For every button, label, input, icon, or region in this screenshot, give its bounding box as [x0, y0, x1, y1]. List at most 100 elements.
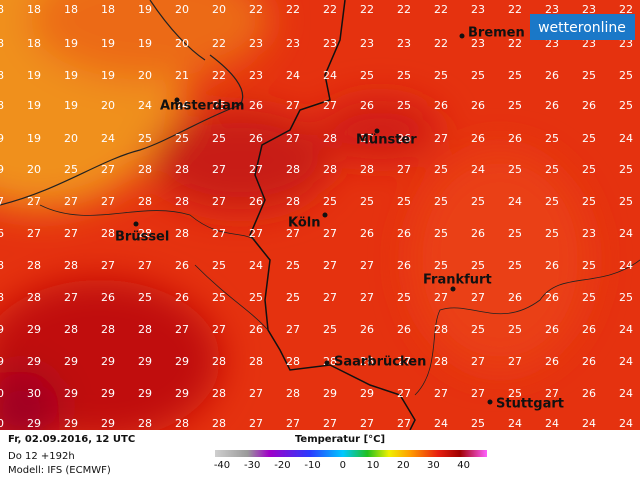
- grid-value: 19: [138, 3, 152, 16]
- grid-value: 29: [27, 355, 41, 368]
- grid-value: 26: [360, 227, 374, 240]
- grid-value: 29: [27, 417, 41, 430]
- grid-value: 28: [286, 163, 300, 176]
- grid-value: 18: [101, 3, 115, 16]
- grid-value: 24: [138, 99, 152, 112]
- grid-value: 28: [434, 323, 448, 336]
- grid-value: 26: [175, 259, 189, 272]
- grid-value: 25: [508, 69, 522, 82]
- grid-value: 26: [545, 355, 559, 368]
- grid-value: 22: [434, 37, 448, 50]
- grid-value: 25: [508, 387, 522, 400]
- grid-value: 27: [323, 291, 337, 304]
- grid-value: 28: [138, 323, 152, 336]
- grid-value: 26: [545, 99, 559, 112]
- grid-value: 25: [286, 291, 300, 304]
- grid-value: 27: [360, 259, 374, 272]
- grid-value: 23: [545, 37, 559, 50]
- grid-value: 25: [545, 195, 559, 208]
- grid-value: 23: [545, 3, 559, 16]
- grid-value: 28: [286, 195, 300, 208]
- grid-value: 27: [286, 99, 300, 112]
- grid-value: 29: [101, 355, 115, 368]
- grid-value: 27: [434, 132, 448, 145]
- grid-value: 27: [397, 163, 411, 176]
- grid-value: 27: [434, 291, 448, 304]
- grid-value: 24: [619, 417, 633, 430]
- grid-value: 25: [138, 132, 152, 145]
- city-name: Amsterdam: [160, 99, 244, 114]
- grid-value: 27: [64, 195, 78, 208]
- grid-value: 18: [27, 37, 41, 50]
- grid-value: 25: [212, 132, 226, 145]
- grid-value: 19: [64, 99, 78, 112]
- grid-value: 27: [286, 323, 300, 336]
- grid-value: 25: [175, 132, 189, 145]
- legend-title: Temperatur [°C]: [295, 434, 385, 445]
- grid-value: 26: [545, 323, 559, 336]
- grid-value: 22: [434, 3, 448, 16]
- grid-value: 29: [138, 355, 152, 368]
- grid-value: 20: [212, 3, 226, 16]
- grid-value: 25: [508, 227, 522, 240]
- legend-tick: 0: [340, 460, 346, 471]
- grid-value: 29: [64, 417, 78, 430]
- grid-value: 25: [138, 291, 152, 304]
- grid-value: 26: [471, 99, 485, 112]
- grid-value: 25: [397, 195, 411, 208]
- grid-value: 23: [323, 37, 337, 50]
- grid-value: 19: [101, 69, 115, 82]
- grid-value: 26: [101, 291, 115, 304]
- grid-value: 27: [138, 259, 152, 272]
- grid-value: 28: [138, 417, 152, 430]
- grid-value: 28: [101, 323, 115, 336]
- grid-value: 22: [323, 3, 337, 16]
- grid-value: 20: [64, 132, 78, 145]
- grid-value: 19: [0, 132, 4, 145]
- grid-value: 25: [619, 69, 633, 82]
- logo: wetteronline: [538, 20, 626, 36]
- grid-value: 25: [619, 99, 633, 112]
- grid-value: 25: [434, 259, 448, 272]
- city-dot: [487, 399, 493, 405]
- grid-value: 25: [323, 195, 337, 208]
- grid-value: 20: [175, 37, 189, 50]
- grid-value: 26: [397, 227, 411, 240]
- grid-value: 28: [212, 355, 226, 368]
- grid-value: 24: [101, 132, 115, 145]
- grid-value: 27: [323, 99, 337, 112]
- grid-value: 29: [64, 387, 78, 400]
- grid-value: 26: [582, 355, 596, 368]
- grid-value: 30: [0, 417, 4, 430]
- region-border: [39, 204, 640, 396]
- grid-value: 25: [619, 195, 633, 208]
- grid-value: 19: [0, 163, 4, 176]
- grid-value: 18: [64, 3, 78, 16]
- grid-value: 24: [582, 417, 596, 430]
- grid-value: 27: [249, 163, 263, 176]
- grid-value: 26: [249, 323, 263, 336]
- grid-value: 21: [175, 69, 189, 82]
- city-dot: [174, 97, 180, 103]
- grid-value: 28: [212, 387, 226, 400]
- grid-value: 28: [175, 227, 189, 240]
- grid-value: 26: [175, 291, 189, 304]
- grid-value: 25: [582, 259, 596, 272]
- grid-value: 27: [471, 387, 485, 400]
- grid-value: 28: [138, 227, 152, 240]
- grid-value: 27: [508, 355, 522, 368]
- grid-value: 29: [0, 355, 4, 368]
- grid-value: 30: [27, 387, 41, 400]
- grid-value: 25: [471, 69, 485, 82]
- grid-value: 24: [619, 132, 633, 145]
- grid-value: 25: [619, 291, 633, 304]
- grid-value: 25: [582, 132, 596, 145]
- grid-value: 29: [360, 387, 374, 400]
- grid-value: 22: [212, 37, 226, 50]
- grid-value: 19: [64, 69, 78, 82]
- grid-value: 27: [397, 355, 411, 368]
- grid-value: 20: [138, 69, 152, 82]
- grid-value: 28: [27, 259, 41, 272]
- grid-value: 18: [0, 37, 4, 50]
- grid-value: 25: [360, 195, 374, 208]
